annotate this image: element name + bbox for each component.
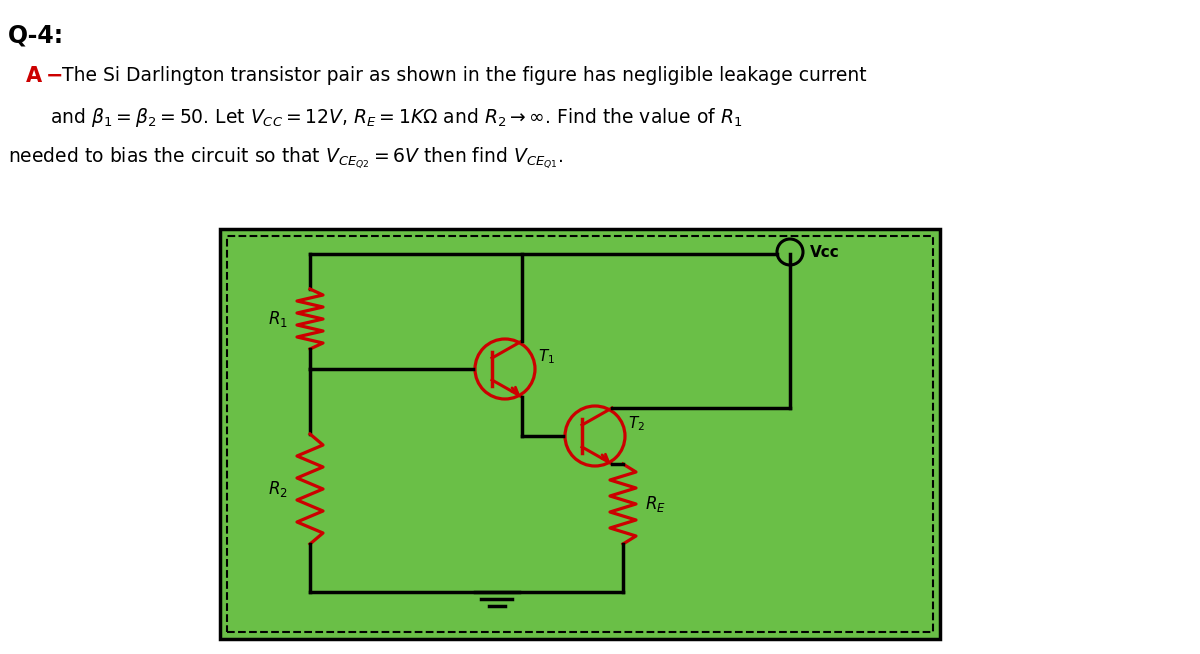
Text: and $\beta_1 = \beta_2 = 50$. Let $V_{CC} = 12V$, $R_E = 1K\Omega$ and $R_2 \rig: and $\beta_1 = \beta_2 = 50$. Let $V_{CC… [50,106,743,129]
Text: Vcc: Vcc [810,245,840,260]
Text: $R_E$: $R_E$ [646,494,666,514]
Text: $\mathbf{A-}$: $\mathbf{A-}$ [25,66,62,86]
Text: $T_1$: $T_1$ [538,347,556,366]
Text: needed to bias the circuit so that $V_{CE_{Q2}} = 6V$ then find $V_{CE_{Q1}}$.: needed to bias the circuit so that $V_{C… [8,146,564,171]
Bar [227,236,934,632]
Text: $T_2$: $T_2$ [628,414,644,433]
Text: $R_2$: $R_2$ [268,479,288,499]
Text: The Si Darlington transistor pair as shown in the figure has negligible leakage : The Si Darlington transistor pair as sho… [62,66,866,85]
Text: Q-4:: Q-4: [8,24,64,48]
Text: $R_1$: $R_1$ [268,309,288,329]
Bar [220,229,940,639]
